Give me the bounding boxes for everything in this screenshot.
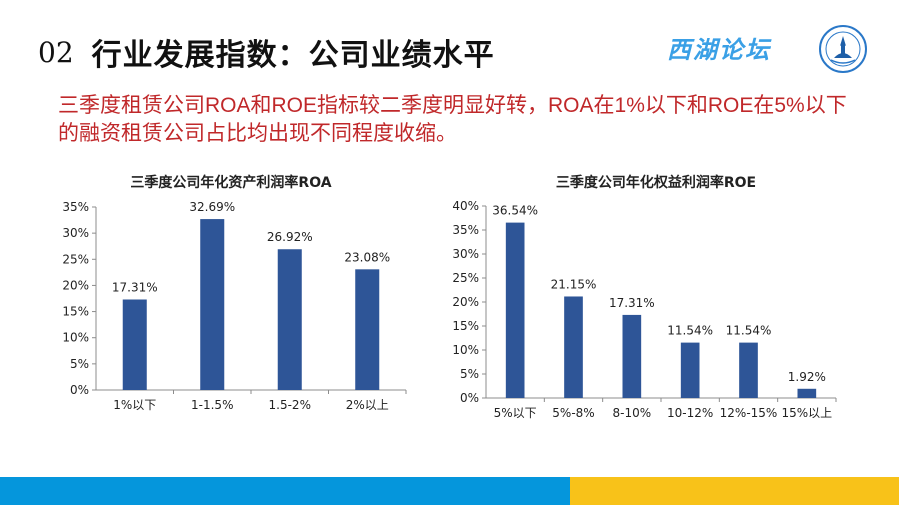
roa-y-tick-label: 10% xyxy=(62,331,89,345)
roe-bar xyxy=(564,296,583,398)
roa-y-tick-label: 15% xyxy=(62,305,89,319)
roa-y-tick-label: 0% xyxy=(70,383,89,397)
roe-y-tick-label: 5% xyxy=(460,367,479,381)
roa-bar xyxy=(200,219,225,390)
roe-data-label: 21.15% xyxy=(551,277,597,291)
roa-bar xyxy=(355,269,380,390)
roe-x-tick-label: 10-12% xyxy=(667,406,713,420)
roa-bar xyxy=(122,299,147,390)
brand-logo-text: 西湖论坛 xyxy=(667,35,771,64)
roe-y-tick-label: 20% xyxy=(452,295,479,309)
roa-chart-svg: 0% 5% 10% 15% 20% 25% 30% 35% 17.31% 1%以下 32.69% 1-… xyxy=(62,200,407,412)
roe-x-tick-label: 5%以下 xyxy=(494,406,537,420)
roe-y-tick-label: 10% xyxy=(452,343,479,357)
roe-y-tick-label: 30% xyxy=(452,247,479,261)
roe-x-tick-label: 12%-15% xyxy=(720,406,778,420)
roa-x-tick-label: 2%以上 xyxy=(346,398,389,412)
roe-x-tick-label: 5%-8% xyxy=(552,406,594,420)
roa-data-label: 17.31% xyxy=(112,280,158,294)
roa-y-tick-label: 25% xyxy=(62,252,89,266)
roe-bar xyxy=(622,314,642,398)
roe-bar xyxy=(505,222,525,398)
emblem-logo-icon xyxy=(819,25,867,73)
roa-bar xyxy=(277,249,302,390)
roe-data-label: 1.92% xyxy=(788,370,826,384)
roa-x-tick-label: 1-1.5% xyxy=(191,398,233,412)
roa-y-tick-label: 30% xyxy=(62,226,89,240)
footer-bar-blue xyxy=(0,477,570,505)
roe-bar xyxy=(739,342,758,398)
roe-data-label: 11.54% xyxy=(726,324,772,338)
roe-y-tick-label: 0% xyxy=(460,391,479,405)
roe-chart: 三季度公司年化权益利润率ROE 0% 5% 10% 15% 20% 25% 30% 35% 40… xyxy=(446,168,866,440)
roa-x-tick-label: 1.5-2% xyxy=(269,398,311,412)
roe-data-label: 17.31% xyxy=(609,296,655,310)
roe-x-tick-label: 8-10% xyxy=(613,406,652,420)
roe-bar xyxy=(680,342,700,398)
slide-header: 02 行业发展指数：公司业绩水平 xyxy=(38,30,495,74)
slide-title: 行业发展指数：公司业绩水平 xyxy=(91,38,495,73)
roa-y-tick-label: 5% xyxy=(70,357,89,371)
summary-text: 三季度租赁公司ROA和ROE指标较二季度明显好转，ROA在1%以下和ROE在5%… xyxy=(58,94,847,145)
roe-y-tick-label: 15% xyxy=(452,319,479,333)
roe-y-tick-label: 40% xyxy=(452,199,479,213)
roe-data-label: 11.54% xyxy=(667,324,713,338)
section-number: 02 xyxy=(38,35,74,69)
footer-bar-yellow xyxy=(570,477,899,505)
roa-data-label: 23.08% xyxy=(344,250,390,264)
roe-y-tick-label: 25% xyxy=(452,271,479,285)
roe-x-tick-label: 15%以上 xyxy=(781,406,832,420)
roa-chart-title: 三季度公司年化资产利润率ROA xyxy=(130,175,332,191)
roa-y-tick-label: 20% xyxy=(62,278,89,292)
roa-chart: 三季度公司年化资产利润率ROA 0% 5% 10% 15% 20% 25% 30% 35% 17… xyxy=(36,168,426,430)
roa-x-tick-label: 1%以下 xyxy=(113,398,156,412)
roe-data-label: 36.54% xyxy=(492,204,538,218)
roe-chart-title: 三季度公司年化权益利润率ROE xyxy=(555,175,757,191)
roe-bar xyxy=(797,388,817,398)
roa-y-tick-label: 35% xyxy=(62,200,89,214)
roa-data-label: 32.69% xyxy=(189,200,235,214)
roe-y-tick-label: 35% xyxy=(452,223,479,237)
roe-chart-svg: 0% 5% 10% 15% 20% 25% 30% 35% 40% 36.54% 5%以下 21.15… xyxy=(452,199,837,420)
roa-data-label: 26.92% xyxy=(267,230,313,244)
